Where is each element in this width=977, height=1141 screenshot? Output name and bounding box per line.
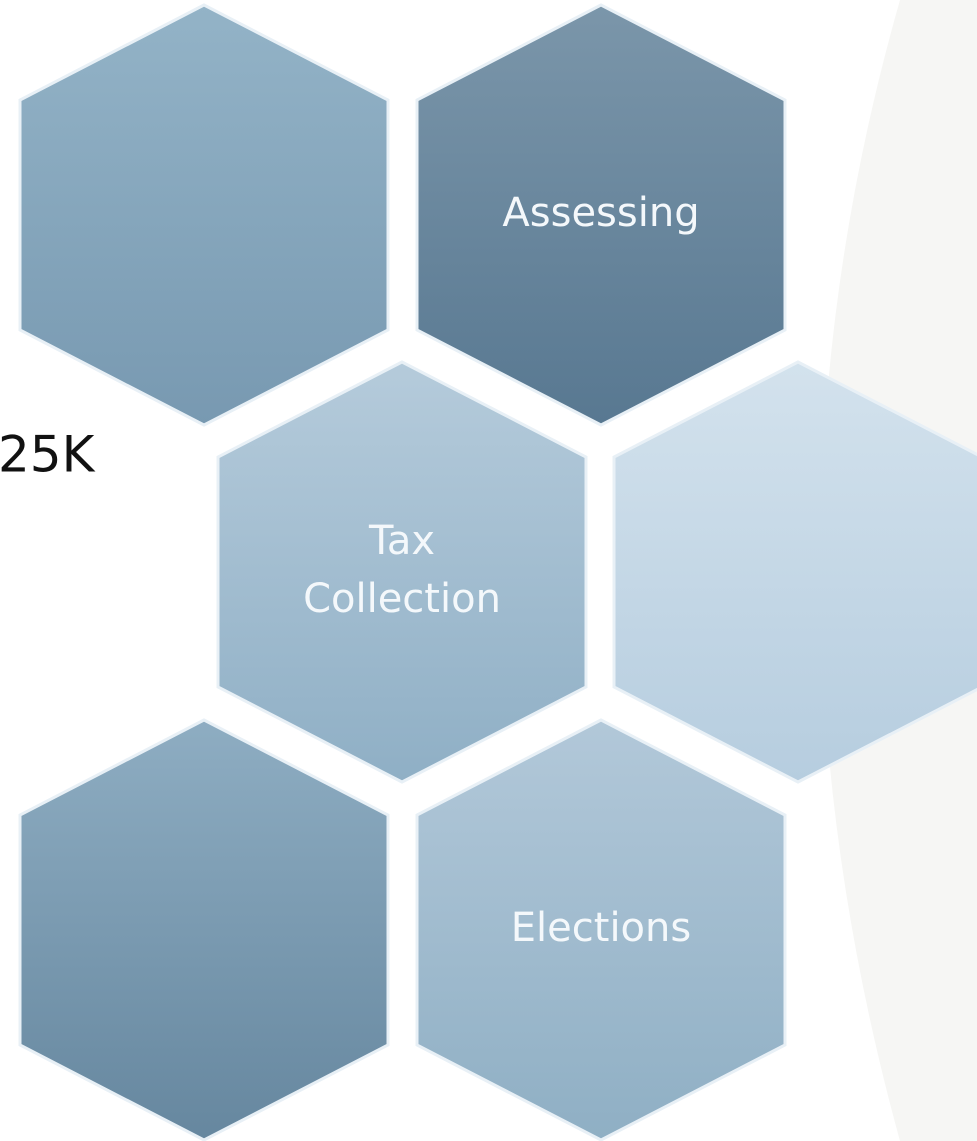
hexagon: [216, 360, 588, 784]
side-text: 25K: [0, 426, 96, 484]
label-line: Elections: [511, 905, 691, 951]
node-label: Assessing: [502, 190, 699, 236]
hexagon: [18, 3, 390, 427]
hexagon: [415, 3, 787, 427]
hexagon: [18, 718, 390, 1141]
node-label: Elections: [511, 905, 691, 951]
node-label: Tax Collection: [303, 518, 501, 622]
label-line: Tax: [368, 518, 435, 564]
label-line: Assessing: [502, 190, 699, 236]
label-line: Collection: [303, 576, 501, 622]
hexagon: [612, 360, 977, 784]
hexagon: [415, 718, 787, 1141]
